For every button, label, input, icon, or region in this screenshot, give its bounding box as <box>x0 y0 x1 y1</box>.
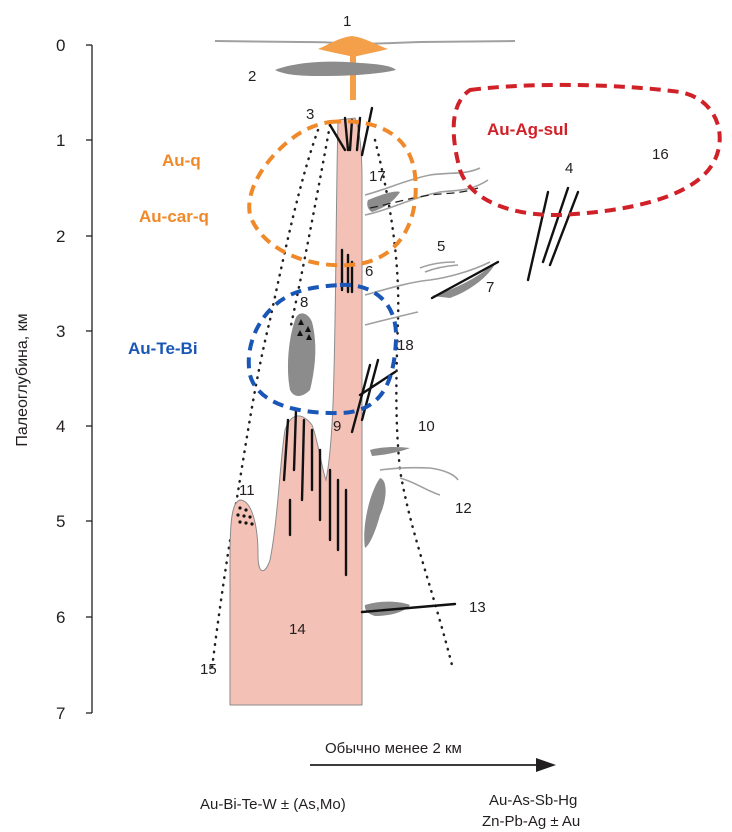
tick-label-7: 7 <box>56 704 65 723</box>
gray-bodies <box>287 191 496 616</box>
gray-sill-2 <box>275 61 396 76</box>
label-2: 2 <box>248 68 256 85</box>
label-17: 17 <box>369 168 386 185</box>
label-18: 18 <box>397 337 414 354</box>
stockwork-dots <box>236 506 254 526</box>
label-12: 12 <box>455 500 472 517</box>
label-14: 14 <box>289 621 306 638</box>
label-11: 11 <box>239 482 255 499</box>
association-right-line1: Au-As-Sb-Hg <box>489 792 577 809</box>
label-16: 16 <box>652 146 669 163</box>
tick-label-6: 6 <box>56 608 65 627</box>
label-8: 8 <box>300 294 308 311</box>
intrusion-body <box>229 117 363 706</box>
tick-label-4: 4 <box>56 417 65 436</box>
breccia-triangles <box>297 319 312 340</box>
tick-label-1: 1 <box>56 131 65 150</box>
association-right-line2: Zn-Pb-Ag ± Au <box>482 813 580 830</box>
label-13: 13 <box>469 599 486 616</box>
tick-label-3: 3 <box>56 322 65 341</box>
distance-arrow <box>310 758 556 772</box>
zone-au-q-envelope <box>247 119 418 268</box>
label-4: 4 <box>565 160 573 177</box>
label-6: 6 <box>365 263 373 280</box>
tick-label-2: 2 <box>56 227 65 246</box>
tick-label-0: 0 <box>56 36 65 55</box>
label-7: 7 <box>486 279 494 296</box>
label-15: 15 <box>200 661 217 678</box>
gray-breccia-8 <box>287 313 316 396</box>
surface-and-volcano <box>214 36 516 100</box>
label-3: 3 <box>306 106 314 123</box>
label-5: 5 <box>437 238 445 255</box>
layer-lines <box>364 167 491 496</box>
association-left: Au-Bi-Te-W ± (As,Mo) <box>200 796 346 813</box>
label-9: 9 <box>333 418 341 435</box>
arrow-label: Обычно менее 2 км <box>325 740 462 757</box>
tick-label-5: 5 <box>56 512 65 531</box>
dotted-envelopes <box>210 123 454 670</box>
zone-label-au-car-q: Au-car-q <box>139 207 209 226</box>
zone-label-au-te-bi: Au-Te-Bi <box>128 339 198 358</box>
zone-au-te-bi-envelope <box>246 282 399 416</box>
volcanic-cone <box>318 36 388 57</box>
zone-label-au-q: Au-q <box>162 151 201 170</box>
number-labels: 1 2 3 4 5 6 7 8 9 10 11 12 13 14 15 16 1… <box>200 13 669 678</box>
axis-title: Палеоглубина, км <box>14 313 31 446</box>
zone-au-ag-sul-envelope <box>451 82 722 218</box>
label-1: 1 <box>343 13 351 30</box>
label-10: 10 <box>418 418 435 435</box>
depth-axis: 0 1 2 3 4 5 6 7 Палеоглубина, км <box>14 36 93 723</box>
zone-label-au-ag-sul: Au-Ag-sul <box>487 120 568 139</box>
